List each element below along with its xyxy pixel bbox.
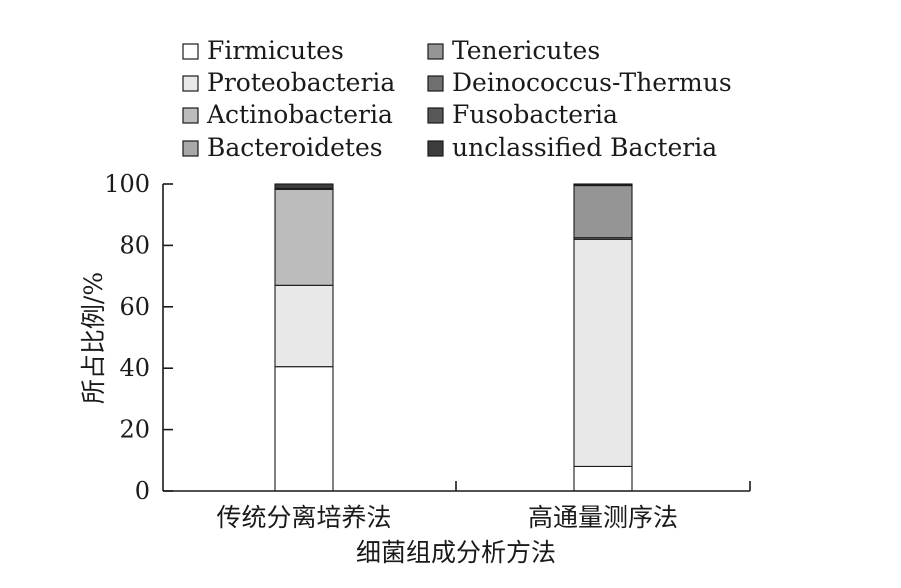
y-ticks: 0 20 40 60 80 100	[104, 170, 173, 505]
x-category-label: 传统分离培养法	[216, 503, 391, 532]
legend-label: Deinococcus-Thermus	[452, 68, 732, 97]
legend-swatch	[427, 75, 444, 92]
y-tick-label: 0	[135, 477, 150, 505]
x-axis-title: 细菌组成分析方法	[356, 538, 556, 567]
bar-segment	[573, 183, 633, 186]
legend-swatch	[182, 107, 199, 124]
bar-segment	[274, 284, 334, 368]
legend-item: unclassified Bacteria	[427, 133, 717, 162]
legend-item: Firmicutes	[182, 36, 344, 65]
bar-segment	[274, 188, 334, 286]
x-category-label: 高通量测序法	[528, 503, 678, 532]
legend-item: Tenericutes	[427, 36, 600, 65]
legend-swatch	[427, 43, 444, 60]
legend-label: unclassified Bacteria	[452, 133, 717, 162]
legend-item: Proteobacteria	[182, 68, 395, 97]
y-tick-label: 100	[104, 170, 150, 198]
legend-label: Actinobacteria	[206, 100, 393, 129]
legend-item: Bacteroidetes	[182, 133, 383, 162]
legend-swatch	[427, 107, 444, 124]
legend: Firmicutes Proteobacteria Actinobacteria Ba…	[182, 36, 732, 162]
legend-item: Deinococcus-Thermus	[427, 68, 732, 97]
legend-label: Proteobacteria	[207, 68, 395, 97]
bar-segment	[573, 465, 633, 492]
legend-swatch	[182, 43, 199, 60]
y-tick-label: 40	[119, 354, 150, 382]
y-axis-title: 所占比例/%	[79, 272, 108, 404]
bar-segment	[573, 184, 633, 239]
axes	[162, 184, 751, 492]
y-tick-label: 20	[119, 416, 150, 444]
legend-swatch	[182, 75, 199, 92]
legend-item: Fusobacteria	[427, 100, 618, 129]
legend-label: Fusobacteria	[452, 100, 618, 129]
bars	[274, 183, 633, 492]
bar-segment	[274, 183, 334, 190]
x-categories: 传统分离培养法 高通量测序法	[216, 503, 678, 532]
bar-segment	[274, 366, 334, 492]
legend-label: Bacteroidetes	[207, 133, 383, 162]
y-tick-label: 80	[119, 231, 150, 259]
legend-swatch	[182, 140, 199, 157]
legend-label: Firmicutes	[207, 36, 344, 65]
y-tick-label: 60	[119, 293, 150, 321]
legend-item: Actinobacteria	[182, 100, 393, 129]
legend-label: Tenericutes	[452, 36, 600, 65]
legend-swatch	[427, 140, 444, 157]
bar-segment	[573, 238, 633, 467]
